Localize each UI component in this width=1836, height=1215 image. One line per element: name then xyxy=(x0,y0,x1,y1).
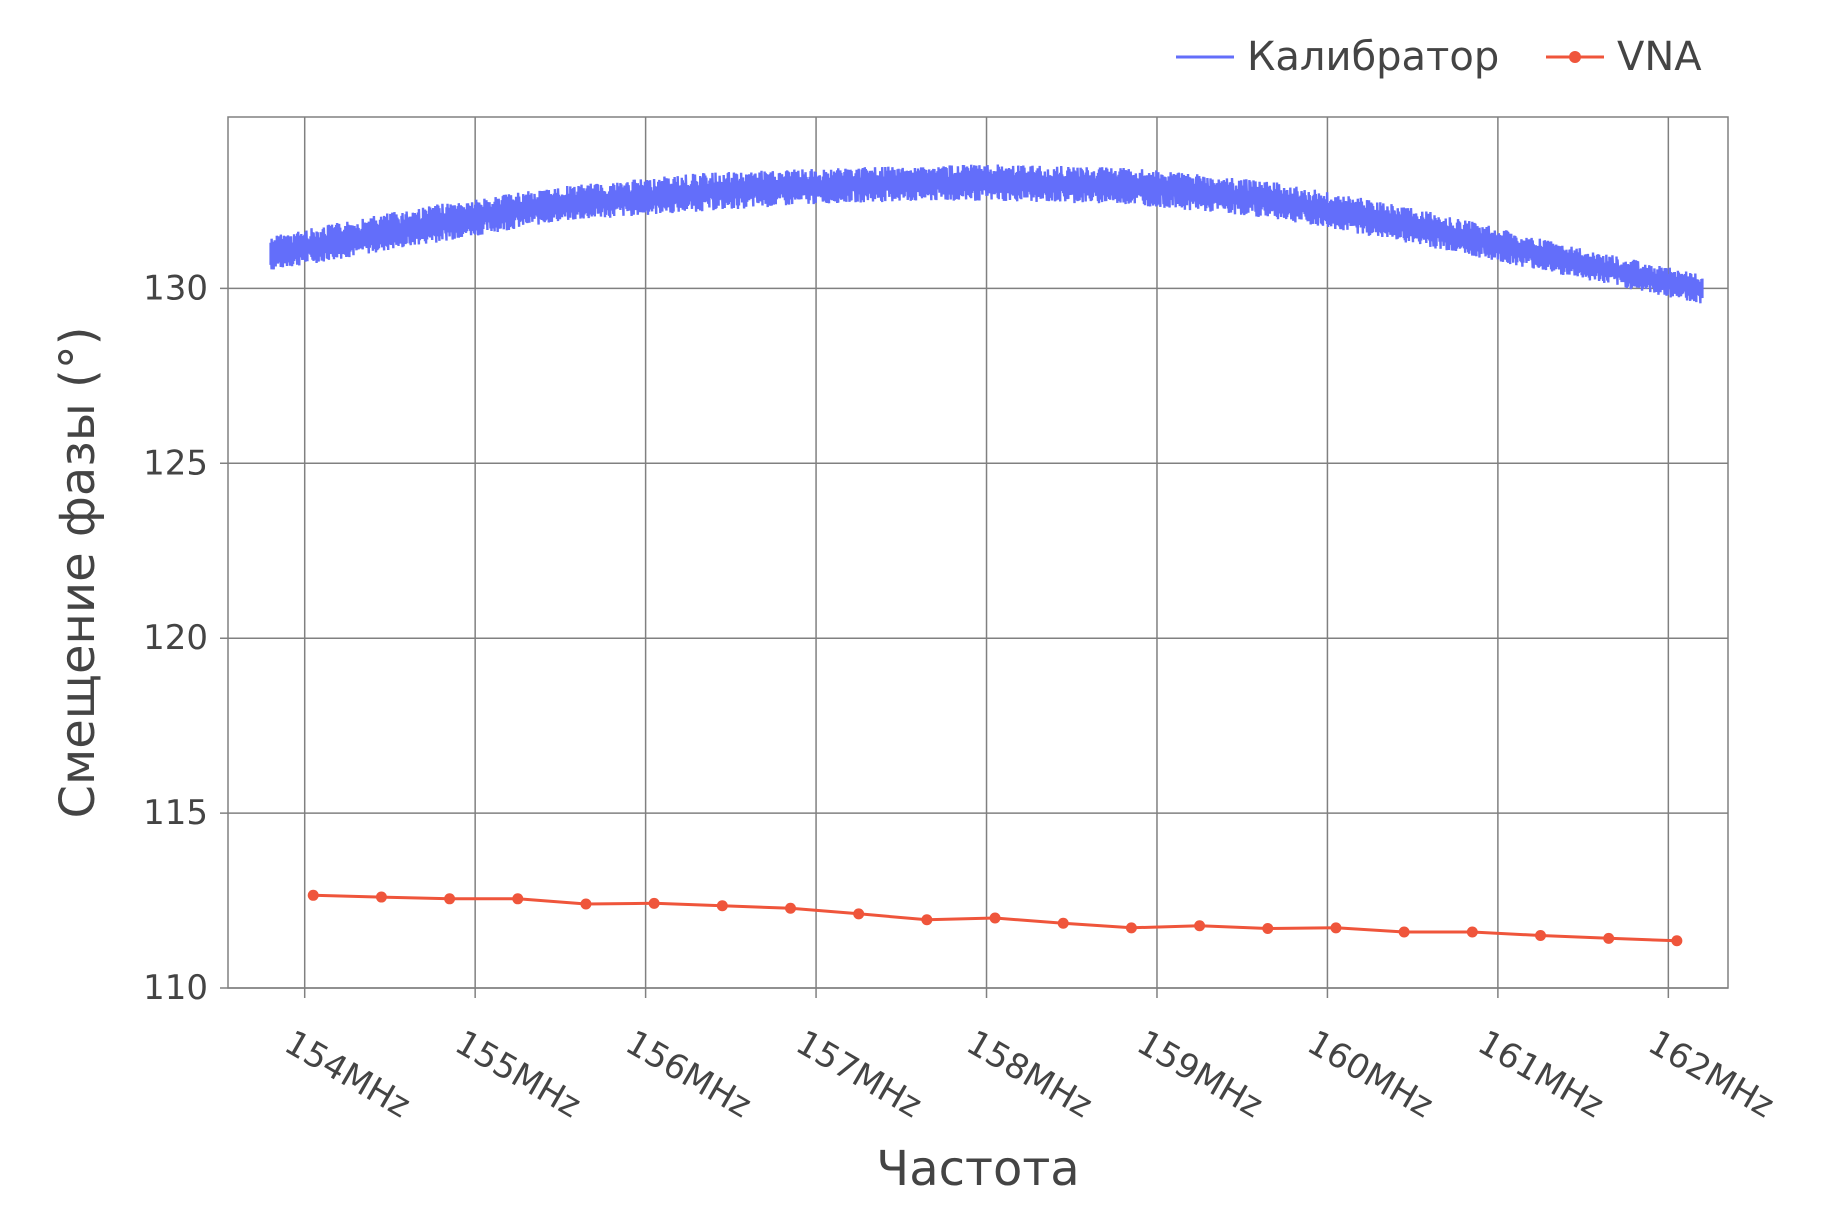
legend-label: VNA xyxy=(1617,34,1702,80)
x-tick-label: 162MHz xyxy=(1641,1023,1780,1126)
vna-data-point xyxy=(716,900,728,912)
y-tick-label: 110 xyxy=(143,968,208,1008)
legend-item-vna[interactable]: VNA xyxy=(1546,34,1702,80)
vna-data-point xyxy=(1603,932,1615,944)
vna-data-point xyxy=(1466,926,1478,938)
x-tick-label: 160MHz xyxy=(1301,1023,1440,1126)
vna-data-point xyxy=(1398,926,1410,938)
x-tick-label: 159MHz xyxy=(1130,1023,1269,1126)
x-tick-label: 156MHz xyxy=(619,1023,758,1126)
legend[interactable]: Калибратор VNA xyxy=(1176,34,1702,80)
vna-data-point xyxy=(853,908,865,920)
x-tick-label: 155MHz xyxy=(448,1023,587,1126)
y-axis-tick-labels: 110 115 120 125 130 xyxy=(143,268,208,1008)
x-tick-label: 154MHz xyxy=(278,1023,417,1126)
vna-data-point xyxy=(1262,923,1274,935)
legend-swatch-marker xyxy=(1569,51,1581,63)
series-layer xyxy=(269,164,1704,947)
x-tick-label: 158MHz xyxy=(960,1023,1099,1126)
series-line-calibrator xyxy=(269,164,1704,304)
legend-item-calibrator[interactable]: Калибратор xyxy=(1176,34,1499,80)
y-tick-label: 115 xyxy=(143,793,208,833)
plot-frame xyxy=(227,116,1729,989)
vna-data-point xyxy=(444,893,456,905)
x-tick-label: 157MHz xyxy=(789,1023,928,1126)
vna-data-point xyxy=(1535,930,1546,942)
plot-background xyxy=(228,117,1728,988)
y-axis-title: Смещение фазы (°) xyxy=(50,327,106,819)
vna-data-point xyxy=(375,891,387,903)
vna-data-point xyxy=(580,898,592,910)
vna-data-point xyxy=(1671,935,1683,947)
vna-data-point xyxy=(921,914,933,926)
y-tick-label: 120 xyxy=(143,618,208,658)
legend-label: Калибратор xyxy=(1247,34,1499,80)
vna-data-point xyxy=(648,897,660,909)
vna-data-point xyxy=(1125,922,1137,934)
vna-data-point xyxy=(1057,917,1069,929)
vna-data-point xyxy=(1194,920,1206,932)
y-tick-label: 125 xyxy=(143,443,208,483)
x-tick-label: 161MHz xyxy=(1471,1023,1610,1126)
x-axis-title: Частота xyxy=(876,1141,1079,1197)
vna-data-point xyxy=(512,893,524,905)
vna-data-point xyxy=(1330,922,1342,934)
vna-data-point xyxy=(989,912,1001,924)
vna-data-point xyxy=(307,889,319,901)
y-tick-label: 130 xyxy=(143,268,208,308)
vna-data-point xyxy=(785,902,796,914)
x-axis-tick-labels: 154MHz 155MHz 156MHz 157MHz 158MHz 159MHz 160M… xyxy=(278,1023,1781,1126)
